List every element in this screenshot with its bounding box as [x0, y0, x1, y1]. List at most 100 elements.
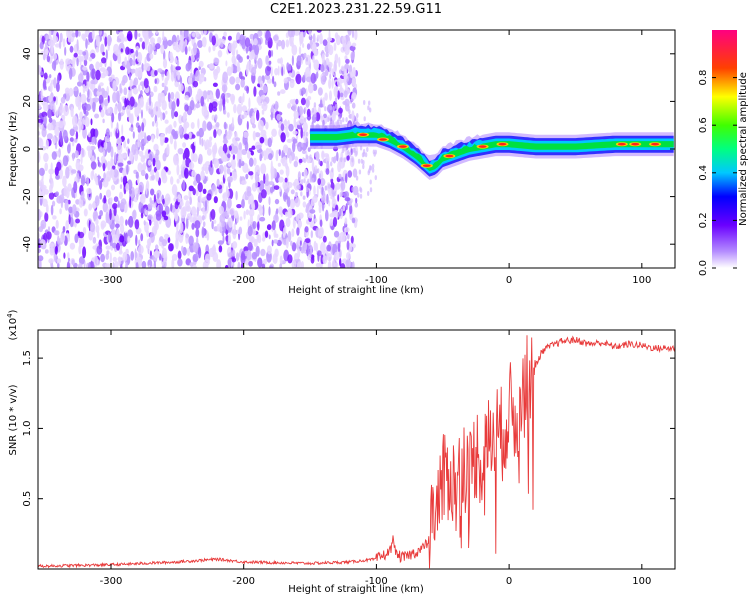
- noise-speckle: [211, 101, 218, 109]
- noise-speckle: [279, 57, 283, 65]
- noise-speckle: [305, 131, 309, 137]
- snr-frame: [37, 329, 676, 570]
- noise-speckle: [69, 128, 75, 137]
- noise-speckle: [169, 51, 173, 60]
- noise-speckle: [184, 95, 189, 101]
- noise-speckle: [227, 130, 233, 138]
- noise-speckle: [351, 30, 355, 39]
- noise-speckle: [124, 97, 127, 108]
- noise-speckle: [155, 244, 159, 251]
- noise-speckle: [99, 61, 103, 68]
- noise-speckle: [56, 82, 60, 93]
- noise-speckle: [335, 86, 338, 98]
- noise-speckle: [257, 119, 264, 131]
- noise-speckle: [65, 220, 69, 230]
- y-tick-label: 20: [22, 95, 33, 108]
- noise-speckle: [44, 162, 48, 172]
- noise-speckle: [113, 169, 119, 178]
- noise-speckle: [197, 118, 200, 129]
- noise-speckle: [271, 220, 276, 231]
- noise-speckle: [146, 238, 152, 246]
- noise-speckle: [56, 109, 59, 117]
- noise-speckle: [135, 45, 139, 51]
- noise-speckle: [189, 262, 194, 267]
- noise-speckle: [68, 214, 71, 225]
- noise-speckle: [331, 211, 335, 217]
- noise-speckle: [95, 69, 101, 81]
- noise-speckle: [252, 130, 256, 141]
- noise-speckle: [371, 163, 375, 169]
- noise-speckle: [208, 102, 213, 113]
- noise-speckle: [148, 107, 154, 115]
- noise-speckle: [166, 144, 170, 156]
- noise-speckle: [232, 154, 236, 160]
- noise-speckle: [188, 161, 195, 170]
- noise-speckle: [211, 220, 214, 230]
- noise-speckle: [182, 152, 186, 161]
- noise-speckle: [249, 43, 253, 52]
- noise-speckle: [38, 118, 44, 123]
- noise-speckle: [287, 196, 291, 208]
- noise-speckle: [270, 111, 273, 121]
- noise-speckle: [69, 217, 74, 228]
- noise-speckle: [297, 171, 301, 182]
- noise-speckle: [100, 220, 107, 228]
- noise-speckle: [43, 102, 49, 112]
- noise-speckle: [202, 221, 206, 227]
- noise-speckle: [222, 143, 228, 154]
- noise-speckle: [151, 121, 155, 127]
- noise-speckle: [64, 199, 69, 211]
- noise-speckle: [122, 251, 128, 262]
- noise-speckle: [227, 161, 232, 167]
- noise-speckle: [351, 261, 355, 268]
- noise-speckle: [257, 234, 262, 244]
- noise-speckle: [293, 110, 299, 120]
- noise-speckle: [374, 175, 377, 181]
- noise-speckle: [77, 81, 83, 87]
- noise-speckle: [40, 178, 44, 190]
- noise-speckle: [77, 231, 81, 236]
- noise-speckle: [226, 167, 231, 175]
- noise-speckle: [62, 175, 67, 187]
- noise-speckle: [93, 97, 99, 103]
- noise-speckle: [359, 145, 363, 151]
- noise-speckle: [272, 35, 279, 41]
- noise-speckle: [291, 259, 297, 268]
- noise-speckle: [164, 86, 169, 92]
- noise-speckle: [240, 253, 246, 265]
- noise-speckle: [90, 79, 96, 85]
- noise-speckle: [321, 53, 325, 63]
- noise-speckle: [310, 198, 315, 207]
- noise-speckle: [127, 160, 132, 165]
- noise-speckle: [296, 261, 303, 268]
- noise-speckle: [198, 127, 204, 138]
- noise-speckle: [43, 152, 49, 163]
- noise-speckle: [119, 235, 125, 243]
- noise-speckle: [287, 230, 292, 242]
- noise-speckle: [300, 179, 304, 185]
- noise-speckle: [55, 230, 60, 236]
- noise-speckle: [232, 50, 236, 57]
- noise-speckle: [254, 44, 260, 56]
- noise-speckle: [209, 136, 213, 141]
- noise-speckle: [147, 32, 154, 37]
- noise-speckle: [51, 124, 54, 131]
- noise-speckle: [191, 222, 195, 230]
- noise-speckle: [300, 97, 306, 106]
- noise-speckle: [236, 66, 241, 72]
- snr-multiplier: (x104): [6, 309, 19, 340]
- noise-speckle: [105, 189, 112, 198]
- noise-speckle: [105, 49, 108, 60]
- noise-speckle: [333, 251, 340, 261]
- noise-speckle: [289, 198, 296, 209]
- noise-speckle: [143, 220, 146, 226]
- noise-speckle: [279, 169, 284, 175]
- noise-speckle: [306, 43, 311, 50]
- noise-speckle: [301, 149, 307, 155]
- noise-speckle: [206, 121, 213, 131]
- noise-speckle: [342, 205, 346, 212]
- noise-speckle: [70, 59, 74, 65]
- noise-speckle: [286, 62, 290, 72]
- signal-peak-core: [398, 145, 407, 148]
- noise-speckle: [94, 113, 100, 119]
